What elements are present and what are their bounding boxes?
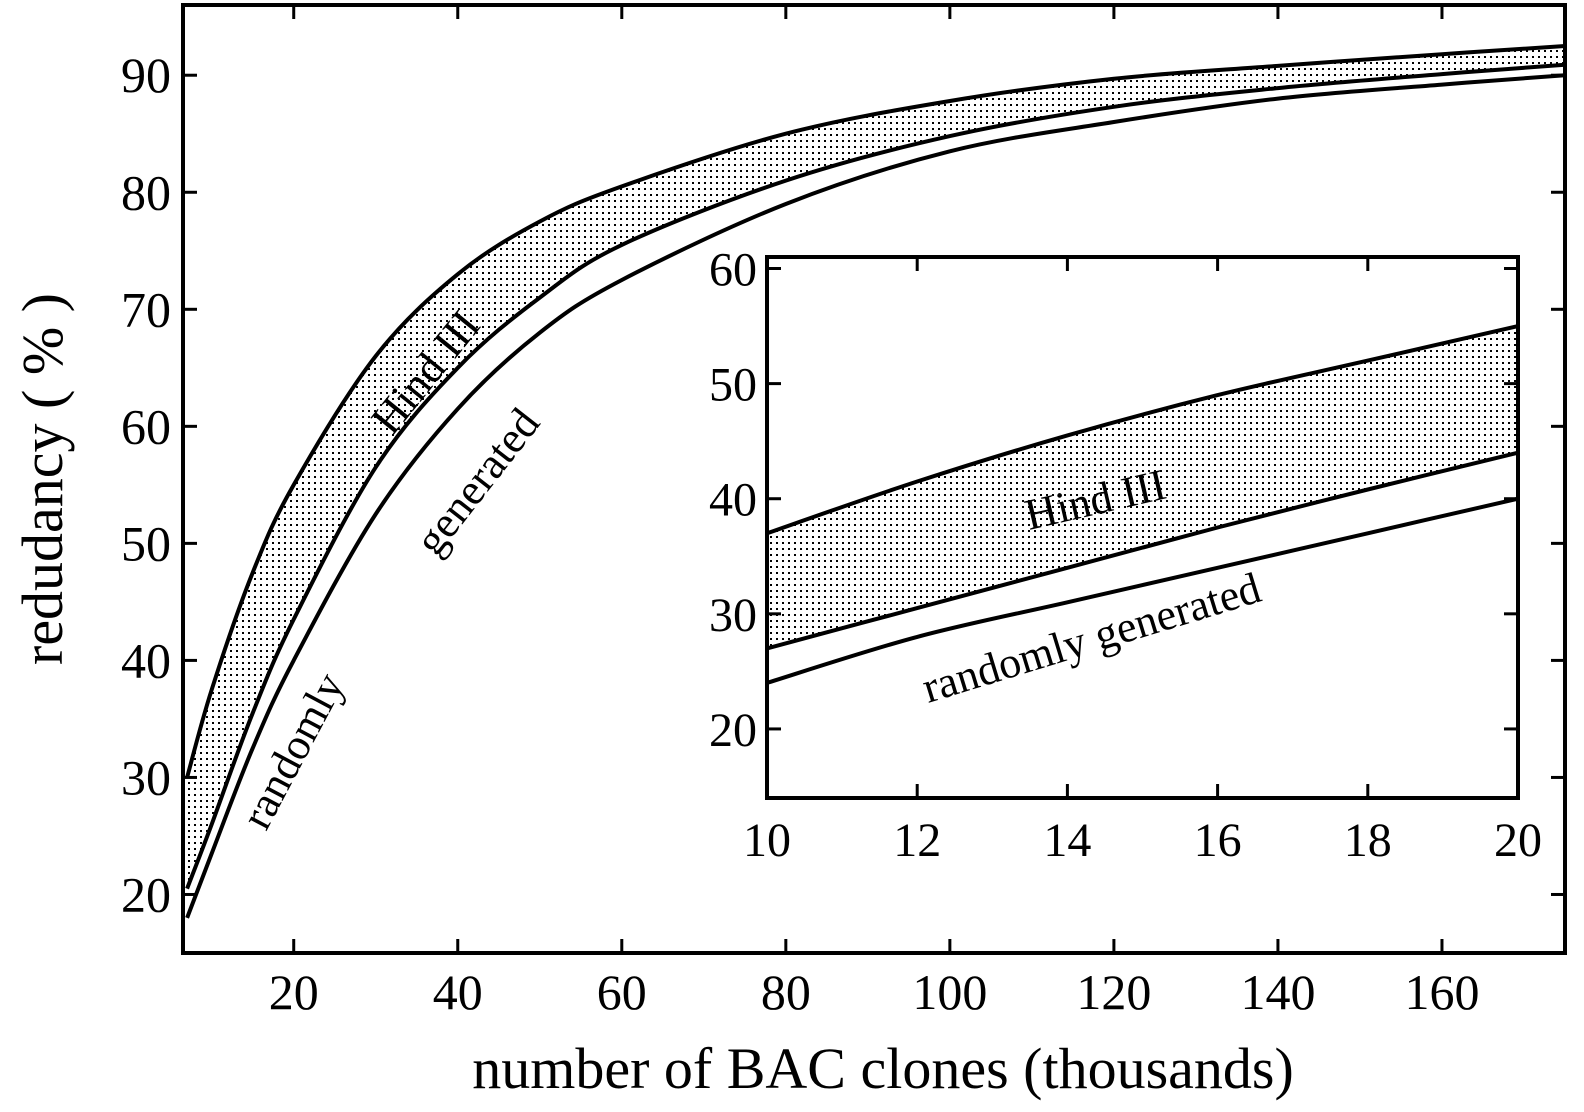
inset-x-tick-label: 12 [893,814,941,867]
inset-randomly-generated-line [767,496,1518,685]
main-x-tick-label: 100 [912,964,987,1020]
inset-x-tick-label: 18 [1344,814,1392,867]
inset-x-tick-label: 16 [1194,814,1242,867]
inset-hind-iii-band-fill [767,326,1518,649]
main-hind-iii-upper-line [185,44,1565,778]
main-x-tick-label: 80 [761,964,811,1020]
main-plot-frame [181,3,1567,955]
inset-x-tick-label: 14 [1043,814,1091,867]
inset-y-tick-label: 20 [709,704,757,757]
inset-x-tick-label: 10 [743,814,791,867]
inset-y-tick-label: 40 [709,474,757,527]
inset-y-tick-label: 50 [709,359,757,412]
main-x-tick-label: 140 [1240,964,1315,1020]
main-y-tick-label: 80 [121,164,171,220]
inset-ticks [765,257,1520,798]
inset-tick-labels: 10 12 14 16 18 20 20 30 40 50 60 [709,244,1542,867]
main-x-tick-label: 20 [269,964,319,1020]
x-axis-title: number of BAC clones (thousands) [472,1036,1294,1101]
inset-hind-iii-upper-line [767,324,1518,536]
main-y-tick-label: 70 [121,281,171,337]
inset-y-tick-label: 60 [709,244,757,297]
inset-data-layer [767,324,1518,685]
main-x-tick-label: 120 [1076,964,1151,1020]
main-x-tick-label: 60 [597,964,647,1020]
inset-x-tick-label: 20 [1494,814,1542,867]
main-x-tick-label: 40 [433,964,483,1020]
main-y-tick-label: 20 [121,866,171,922]
main-hind-iii-lower-line [185,62,1565,890]
inset-hind-iii-lower-line [767,450,1518,651]
main-x-tick-label: 160 [1404,964,1479,1020]
main-hind-iii-band-fill [187,46,1565,889]
main-data-layer [185,44,1565,919]
annotation-generated: generated [405,399,549,564]
inset-y-tick-label: 30 [709,589,757,642]
main-y-tick-label: 40 [121,632,171,688]
y-axis-title: redudancy ( % ) [10,293,75,665]
inset-plot-frame [765,255,1520,800]
main-y-tick-label: 90 [121,47,171,103]
main-ticks [183,5,1565,953]
main-y-tick-label: 30 [121,749,171,805]
main-randomly-generated-line [185,73,1565,919]
main-y-tick-label: 50 [121,515,171,571]
main-y-tick-label: 60 [121,398,171,454]
main-tick-labels: 20 40 60 80 100 120 140 160 20 30 40 50 60 70 80 90 [121,47,1479,1020]
